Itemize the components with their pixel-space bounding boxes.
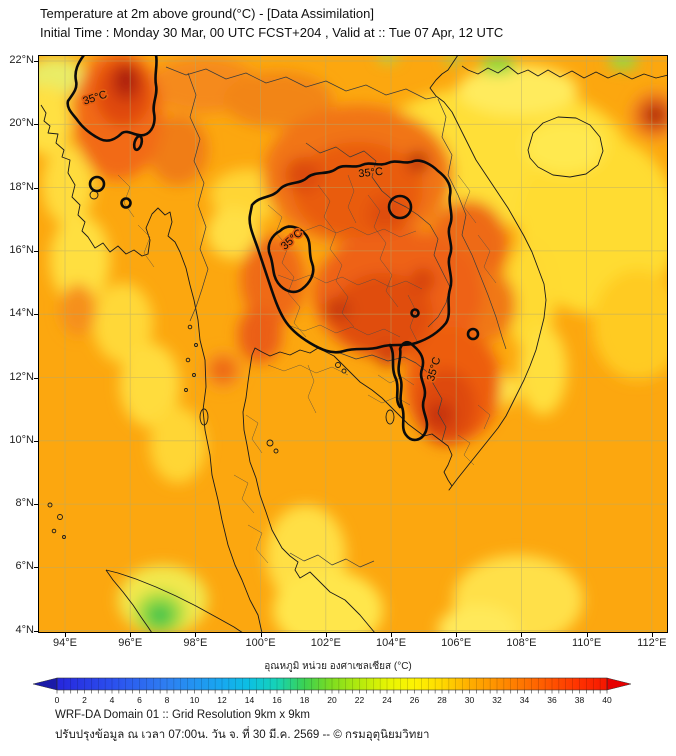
lat-tick-mark [34,567,38,569]
lon-tick-mark [325,633,327,637]
lat-tick-mark [34,314,38,316]
lon-tick-label: 108°E [506,637,537,649]
colorbar-tick-value: 36 [547,695,557,705]
colorbar-tick-value: 32 [492,695,502,705]
map-plot-area: 35°C 35°C 35°C 35°C [38,55,668,633]
plot-border [38,55,668,633]
colorbar-tick-value: 28 [437,695,447,705]
lon-tick-label: 94°E [53,637,77,649]
page-title: Temperature at 2m above ground(°C) - [Da… [40,6,374,21]
colorbar-tick-value: 30 [465,695,475,705]
lat-tick-label: 18°N [9,180,34,193]
lon-tick-mark [130,633,132,637]
colorbar-tick-value: 4 [110,695,115,705]
lat-tick-mark [34,440,38,442]
colorbar-tick-labels: 0 2 4 6 8 10 12 14 16 18 20 22 24 26 28 30 32 34 36 38 40 [55,695,612,705]
colorbar-tick-value: 2 [82,695,87,705]
colorbar-tick-value: 0 [55,695,60,705]
colorbar-tick-value: 24 [382,695,392,705]
colorbar: 0 2 4 6 8 10 12 14 16 18 20 22 24 26 28 30 32 34 36 38 40 [32,677,632,705]
lon-tick-mark [521,633,523,637]
colorbar-tick-value: 34 [520,695,530,705]
lon-tick-mark [391,633,392,637]
colorbar-tick-value: 10 [190,695,200,705]
lon-tick-mark [65,633,66,637]
lat-tick-label: 20°N [9,117,34,130]
contour-35c-lines [66,55,480,442]
colorbar-tick-value: 8 [165,695,170,705]
lat-tick-label: 16°N [9,243,34,256]
page-subtitle: Initial Time : Monday 30 Mar, 00 UTC FCS… [40,25,504,40]
graticule-grid [38,55,668,633]
colorbar-tick-value: 26 [410,695,420,705]
lat-tick-label: 14°N [9,307,34,320]
lat-tick-label: 12°N [9,370,34,383]
lon-tick-label: 96°E [118,637,143,649]
colorbar-tick-value: 16 [272,695,282,705]
colorbar-tick-value: 38 [575,695,585,705]
lon-tick-label: 98°E [183,637,208,649]
colorbar-left-arrow [32,677,58,691]
footer-domain-info: WRF-DA Domain 01 :: Grid Resolution 9km … [55,709,310,721]
colorbar-ticks [56,690,608,694]
colorbar-title: อุณหภูมิ หน่วย องศาเซลเซียส (°C) [264,661,412,672]
lat-tick-label: 8°N [15,497,34,510]
lat-tick-label: 22°N [9,54,34,66]
lat-tick-label: 6°N [15,560,34,573]
colorbar-tick-value: 40 [602,695,612,705]
coastlines [40,55,668,633]
colorbar-tick-value: 12 [217,695,227,705]
lon-tick-mark [586,633,588,637]
lat-tick-label: 10°N [9,433,34,446]
lon-tick-mark [456,633,458,637]
lon-tick-mark [260,633,262,637]
colorbar-tick-value: 14 [245,695,255,705]
colorbar-right-arrow [606,677,632,691]
lat-tick-mark [34,250,38,252]
lat-tick-label: 4°N [15,623,34,636]
lat-tick-mark [34,630,38,632]
lon-tick-label: 102°E [310,637,341,649]
lon-tick-label: 104°E [375,637,407,649]
temperature-field [38,55,668,633]
lat-tick-mark [34,187,38,189]
lon-tick-label: 100°E [245,637,276,649]
lat-tick-mark [34,504,38,506]
lat-tick-mark [34,61,38,62]
lon-tick-mark [195,633,197,637]
lon-tick-label: 106°E [441,637,472,649]
lon-tick-mark [651,633,653,637]
colorbar-tick-value: 20 [327,695,337,705]
province-borders [117,174,497,564]
footer-update-info: ปรับปรุงข้อมูล ณ เวลา 07:00น. วัน จ. ที่… [55,729,430,741]
temperature-map: 35°C 35°C 35°C 35°C [38,55,668,633]
country-borders [165,66,507,568]
contour-label: 35°C [358,166,384,181]
colorbar-segments [56,678,608,690]
colorbar-tick-value: 6 [137,695,142,705]
lon-tick-label: 112°E [637,637,667,649]
lat-tick-mark [34,377,38,379]
colorbar-tick-value: 18 [300,695,310,705]
colorbar-tick-value: 22 [355,695,365,705]
lon-tick-label: 110°E [571,637,602,649]
lat-tick-mark [34,124,38,126]
